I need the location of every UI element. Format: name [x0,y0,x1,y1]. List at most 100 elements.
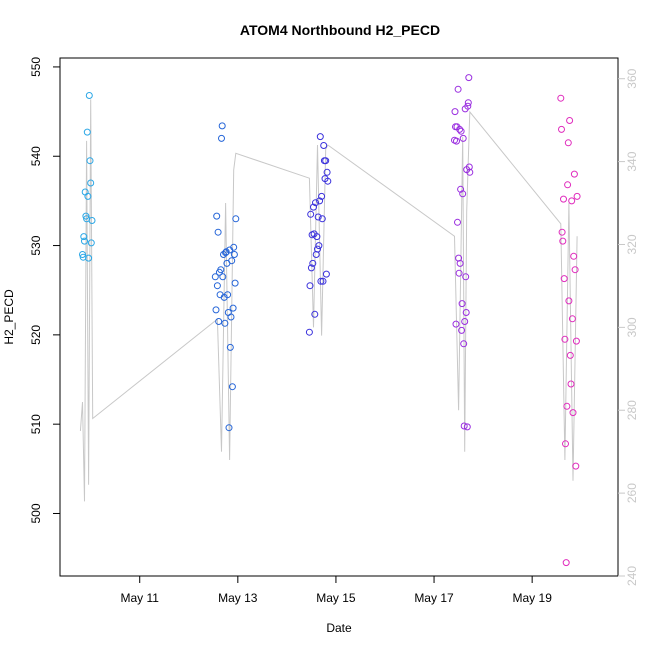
data-point-group-5 [572,462,580,470]
data-point-group-5 [566,117,574,124]
data-point-group-1 [85,92,93,99]
data-point-group-4 [461,318,469,325]
data-point-group-3 [317,277,325,285]
data-point-group-4 [454,85,462,93]
x-tick-label: May 19 [513,591,553,605]
data-point-group-5 [572,337,580,345]
data-point-group-4 [463,423,471,431]
data-point-group-3 [319,277,327,285]
data-point-group-5 [563,402,571,410]
x-axis-label: Date [326,621,352,635]
data-point-group-3 [310,203,317,211]
data-point-group-4 [464,102,472,110]
data-point-group-1 [84,192,92,200]
data-point-group-4 [453,137,460,145]
data-point-group-1 [81,237,88,245]
data-point-group-5 [558,228,566,236]
data-point-group-4 [465,74,473,82]
data-point-group-3 [314,213,322,221]
data-point-group-2 [214,228,222,236]
data-point-group-1 [83,128,91,136]
data-point-group-4 [455,269,463,277]
data-point-group-4 [458,300,466,308]
data-point-group-3 [322,270,330,278]
y-right-tick-label: 340 [625,151,639,171]
data-point-group-5 [565,297,573,305]
data-point-group-2 [215,318,223,325]
data-point-group-4 [457,127,465,135]
data-point-group-4 [464,99,472,107]
y-axis-label: H2_PECD [2,289,16,345]
y-tick-label: 550 [29,57,43,77]
data-point-group-2 [213,212,221,220]
data-point-group-2 [229,304,237,312]
data-point-group-1 [86,157,94,165]
data-point-group-3 [315,242,323,250]
data-point-group-4 [458,326,466,334]
data-point-group-4 [456,125,464,133]
y-right-tick-label: 300 [625,317,639,337]
y-tick-label: 540 [29,146,43,166]
chart-title: ATOM4 Northbound H2_PECD [240,22,440,38]
data-point-group-4 [462,273,470,281]
data-point-group-5 [566,351,574,359]
data-point-group-5 [567,380,575,388]
data-point-group-5 [568,315,576,323]
data-point-group-5 [558,125,565,133]
data-point-group-5 [557,94,565,102]
y-right-tick-label: 280 [625,400,639,420]
data-point-group-2 [217,266,225,274]
y-right-tick-label: 360 [625,68,639,88]
data-point-group-1 [85,254,93,262]
data-point-group-3 [324,177,332,185]
y-tick-label: 510 [29,414,43,434]
data-point-group-5 [564,181,572,189]
data-point-group-3 [312,199,319,207]
data-point-group-1 [87,179,95,187]
data-point-group-2 [226,343,234,351]
data-point-group-5 [564,139,572,147]
data-point-group-2 [218,134,225,142]
data-point-group-2 [228,257,236,265]
data-point-group-2 [222,248,230,256]
data-point-group-5 [560,275,568,283]
data-point-group-3 [314,245,321,253]
data-point-group-3 [322,157,330,165]
data-point-group-2 [232,215,240,223]
data-point-group-3 [305,328,313,336]
data-point-group-2 [225,424,233,432]
data-point-group-3 [323,168,331,176]
data-point-group-3 [318,215,326,223]
data-point-group-4 [460,340,468,348]
data-point-group-2 [211,273,219,281]
data-point-group-1 [82,212,90,220]
y-right-tick-label: 260 [625,483,639,503]
points-layer [79,74,581,567]
data-point-group-5 [570,252,578,260]
data-point-group-4 [459,134,467,142]
data-point-group-2 [218,122,226,130]
plot-frame [59,57,619,577]
data-point-group-2 [221,319,229,327]
data-point-group-5 [573,192,581,200]
data-point-group-3 [316,133,324,141]
data-point-group-3 [309,259,317,267]
data-point-group-5 [561,335,569,343]
data-point-group-4 [454,218,461,226]
data-point-group-4 [466,168,474,176]
data-point-group-1 [87,239,95,247]
y-tick-label: 500 [29,503,43,523]
data-point-group-3 [316,197,324,205]
x-tick-label: May 17 [414,591,454,605]
data-point-group-1 [80,233,88,241]
data-point-group-3 [307,264,315,272]
data-point-group-4 [459,190,467,198]
data-point-group-2 [230,243,238,251]
data-point-group-5 [569,409,577,417]
data-point-group-3 [320,142,328,149]
data-point-group-5 [560,195,567,203]
data-point-group-1 [79,251,86,258]
data-point-group-2 [228,383,236,391]
data-point-group-1 [88,217,96,224]
